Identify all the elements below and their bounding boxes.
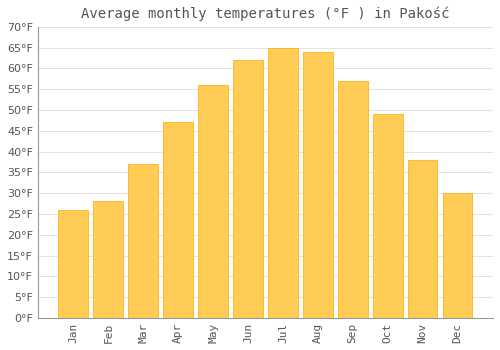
- Bar: [373, 114, 402, 318]
- Bar: [164, 122, 193, 318]
- Bar: [408, 160, 438, 318]
- Bar: [128, 164, 158, 318]
- Bar: [58, 210, 88, 318]
- Bar: [94, 202, 123, 318]
- Bar: [338, 81, 368, 318]
- Title: Average monthly temperatures (°F ) in Pakość: Average monthly temperatures (°F ) in Pa…: [81, 7, 450, 21]
- Bar: [303, 52, 332, 318]
- Bar: [198, 85, 228, 318]
- Bar: [233, 60, 263, 318]
- Bar: [268, 48, 298, 318]
- Bar: [442, 193, 472, 318]
